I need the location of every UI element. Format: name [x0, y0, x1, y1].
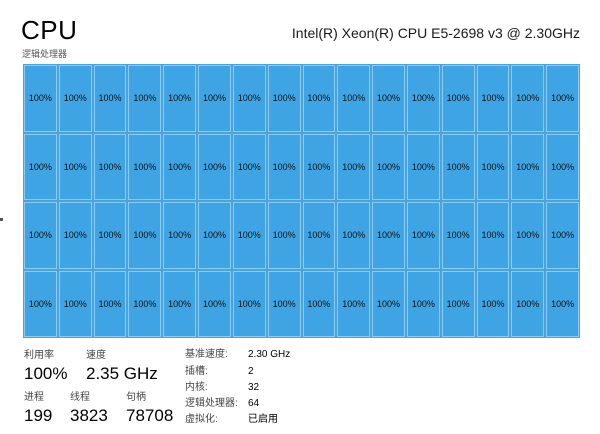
edge-marker — [0, 218, 3, 221]
logical-processor-cell: 100% — [232, 65, 266, 132]
cpu-model-name: Intel(R) Xeon(R) CPU E5-2698 v3 @ 2.30GH… — [291, 25, 580, 41]
logical-processor-cell: 100% — [302, 133, 336, 200]
speed-label: 速度 — [86, 350, 106, 361]
logical-processor-cell: 100% — [232, 133, 266, 200]
utilization-label: 利用率 — [24, 350, 54, 361]
logical-processor-cell: 100% — [406, 65, 440, 132]
logical-processor-cell: 100% — [302, 270, 336, 337]
logical-processor-cell: 100% — [372, 133, 405, 200]
logical-processor-cell: 100% — [406, 202, 440, 269]
logical-processor-cell: 100% — [24, 65, 57, 132]
logical-processor-cell: 100% — [93, 270, 127, 337]
logical-processor-cell: 100% — [58, 202, 92, 269]
logical-processor-cell: 100% — [441, 270, 475, 337]
logical-processor-cell: 100% — [198, 133, 231, 200]
logical-processor-cell: 100% — [58, 65, 92, 132]
logical-processor-grid: 100% 100% 100% 100% 100% 100% 100% 100% 100% 100%… — [23, 64, 580, 338]
logical-processor-cell: 100% — [372, 270, 405, 337]
logical-processors-label: 逻辑处理器: — [185, 398, 238, 409]
processes-value: 199 — [24, 406, 53, 425]
logical-processor-cell: 100% — [546, 270, 579, 337]
cores-value: 32 — [248, 382, 260, 393]
logical-processor-cell: 100% — [267, 133, 301, 200]
logical-processor-cell: 100% — [198, 65, 231, 132]
logical-processor-cell: 100% — [267, 202, 301, 269]
page-title: CPU — [21, 15, 78, 45]
cores-label: 内核: — [185, 382, 208, 393]
utilization-value: 100% — [24, 364, 68, 383]
logical-processor-cell: 100% — [128, 202, 162, 269]
logical-processor-cell: 100% — [476, 65, 510, 132]
logical-processor-cell: 100% — [337, 65, 371, 132]
logical-processor-cell: 100% — [267, 270, 301, 337]
logical-processor-cell: 100% — [406, 270, 440, 337]
base-speed-value: 2.30 GHz — [248, 349, 291, 360]
logical-processor-cell: 100% — [232, 202, 266, 269]
logical-processor-cell: 100% — [511, 133, 545, 200]
logical-processor-cell: 100% — [372, 65, 405, 132]
logical-processor-cell: 100% — [441, 65, 475, 132]
logical-processor-cell: 100% — [337, 270, 371, 337]
logical-processor-cell: 100% — [302, 65, 336, 132]
logical-processor-cell: 100% — [163, 270, 197, 337]
sockets-value: 2 — [248, 366, 254, 377]
base-speed-label: 基准速度: — [185, 349, 228, 360]
logical-processor-cell: 100% — [58, 270, 92, 337]
logical-processor-cell: 100% — [163, 202, 197, 269]
handles-label: 句柄 — [126, 392, 146, 403]
logical-processor-cell: 100% — [232, 270, 266, 337]
virtualization-label: 虚拟化: — [185, 414, 218, 425]
logical-processor-cell: 100% — [546, 65, 579, 132]
logical-processor-cell: 100% — [198, 270, 231, 337]
logical-processor-cell: 100% — [163, 65, 197, 132]
logical-processor-cell: 100% — [337, 133, 371, 200]
logical-processor-cell: 100% — [58, 133, 92, 200]
logical-processor-cell: 100% — [337, 202, 371, 269]
handles-value: 78708 — [126, 406, 174, 425]
logical-processor-cell: 100% — [546, 133, 579, 200]
logical-processor-cell: 100% — [128, 65, 162, 132]
logical-processor-cell: 100% — [441, 133, 475, 200]
logical-processor-cell: 100% — [128, 270, 162, 337]
logical-processor-cell: 100% — [267, 65, 301, 132]
logical-processor-cell: 100% — [476, 202, 510, 269]
logical-processor-cell: 100% — [511, 65, 545, 132]
virtualization-value: 已启用 — [248, 414, 278, 425]
sockets-label: 插槽: — [185, 366, 208, 377]
speed-value: 2.35 GHz — [86, 364, 158, 383]
logical-processor-cell: 100% — [24, 202, 57, 269]
logical-processor-cell: 100% — [476, 270, 510, 337]
logical-processor-cell: 100% — [406, 133, 440, 200]
logical-processor-cell: 100% — [128, 133, 162, 200]
threads-label: 线程 — [70, 392, 90, 403]
logical-processor-cell: 100% — [511, 270, 545, 337]
logical-processor-cell: 100% — [198, 202, 231, 269]
processes-label: 进程 — [24, 392, 44, 403]
logical-processor-cell: 100% — [476, 133, 510, 200]
logical-processor-cell: 100% — [511, 202, 545, 269]
logical-processor-cell: 100% — [302, 202, 336, 269]
graph-subtitle: 逻辑处理器 — [22, 49, 68, 59]
logical-processor-cell: 100% — [441, 202, 475, 269]
logical-processor-cell: 100% — [372, 202, 405, 269]
logical-processor-cell: 100% — [93, 133, 127, 200]
logical-processor-cell: 100% — [93, 65, 127, 132]
logical-processors-value: 64 — [248, 398, 260, 409]
logical-processor-cell: 100% — [163, 133, 197, 200]
logical-processor-cell: 100% — [24, 270, 57, 337]
logical-processor-cell: 100% — [24, 133, 57, 200]
logical-processor-cell: 100% — [93, 202, 127, 269]
logical-processor-cell: 100% — [546, 202, 579, 269]
threads-value: 3823 — [70, 406, 108, 425]
